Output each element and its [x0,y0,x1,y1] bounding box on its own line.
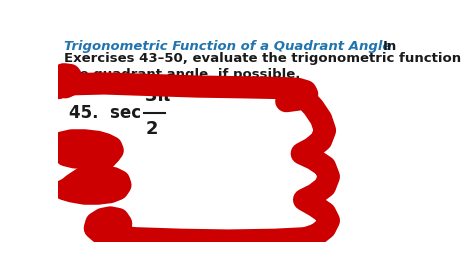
Text: 45.  sec: 45. sec [69,104,142,122]
Text: Exercises 43–50, evaluate the trigonometric function of
the quadrant angle, if p: Exercises 43–50, evaluate the trigonomet… [64,52,461,81]
Text: Trigonometric Function of a Quadrant Angle: Trigonometric Function of a Quadrant Ang… [64,40,391,53]
Text: In: In [383,40,397,53]
Text: 3π: 3π [145,87,172,105]
Text: 2: 2 [145,120,158,138]
